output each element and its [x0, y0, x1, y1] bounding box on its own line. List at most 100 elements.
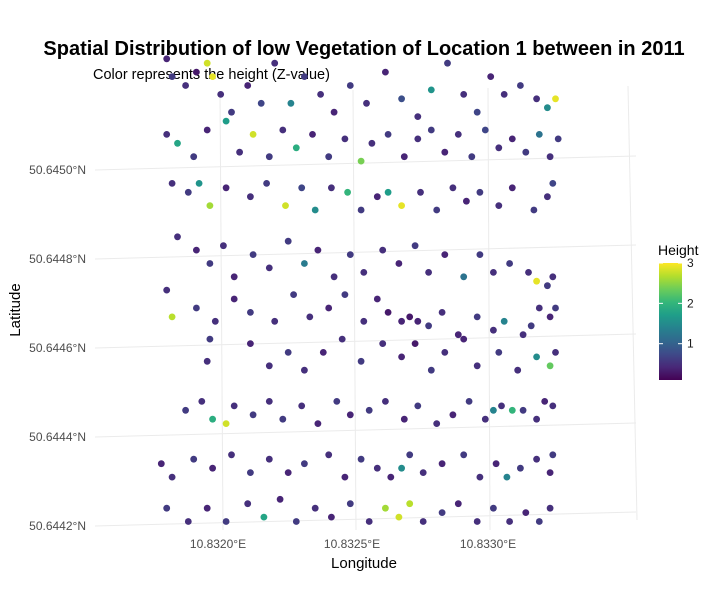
data-point: [508, 184, 516, 192]
data-point: [495, 202, 503, 210]
data-point: [535, 304, 543, 312]
data-point: [552, 95, 559, 103]
data-point: [309, 131, 316, 138]
data-point: [533, 455, 540, 463]
data-point: [222, 117, 230, 125]
data-point: [330, 273, 338, 281]
data-point: [365, 406, 373, 414]
data-point: [228, 108, 235, 116]
data-point: [163, 286, 171, 294]
data-point: [265, 153, 273, 161]
data-point: [282, 202, 289, 210]
data-point: [546, 153, 554, 161]
data-point: [206, 202, 214, 210]
data-point: [406, 451, 414, 459]
data-point: [211, 317, 219, 325]
data-point: [419, 518, 427, 525]
data-point: [433, 420, 441, 427]
data-point: [260, 513, 268, 521]
data-point: [544, 282, 551, 290]
gridline: [94, 333, 637, 349]
data-point: [549, 402, 557, 410]
data-point: [271, 59, 279, 67]
data-point: [203, 504, 211, 512]
data-point: [473, 518, 481, 525]
data-point: [368, 139, 376, 147]
data-point: [298, 184, 306, 192]
data-point: [209, 464, 217, 472]
data-point: [544, 104, 551, 112]
data-point: [247, 193, 254, 201]
data-point: [290, 291, 297, 298]
data-point: [460, 273, 468, 281]
data-point: [476, 251, 484, 258]
data-point: [468, 153, 476, 161]
data-point: [195, 180, 203, 187]
data-point: [506, 260, 513, 267]
data-point: [379, 246, 387, 254]
data-point: [473, 108, 481, 116]
data-point: [441, 349, 449, 356]
data-point: [284, 237, 292, 245]
data-point: [265, 264, 273, 272]
chart-title: Spatial Distribution of low Vegetation o…: [43, 38, 684, 60]
data-point: [228, 451, 235, 459]
data-point: [168, 313, 176, 321]
x-tick-label: 10.8325°E: [324, 537, 380, 551]
data-point: [265, 362, 273, 370]
data-point: [314, 420, 322, 427]
data-point: [230, 273, 238, 281]
data-point: [441, 251, 449, 258]
data-point: [382, 504, 389, 512]
data-point: [522, 509, 530, 516]
data-point: [193, 246, 200, 254]
data-point: [346, 500, 354, 508]
data-point: [384, 309, 392, 316]
data-point: [168, 180, 176, 187]
data-point: [357, 357, 365, 365]
data-point: [244, 82, 252, 89]
legend-title: Height: [658, 242, 699, 258]
data-point: [546, 313, 554, 321]
data-point: [481, 126, 489, 134]
gridlines: [94, 85, 638, 531]
data-point: [533, 353, 540, 361]
data-point: [438, 309, 446, 316]
data-point: [341, 291, 349, 298]
data-point: [193, 68, 200, 76]
data-point: [549, 273, 557, 281]
data-point: [301, 73, 308, 80]
data-point: [506, 518, 513, 525]
legend-tick-label: 1: [687, 337, 694, 351]
data-point: [549, 180, 557, 187]
data-point: [263, 180, 270, 187]
data-point: [198, 398, 206, 405]
data-point: [535, 518, 543, 525]
data-point: [236, 148, 244, 156]
data-point: [517, 82, 524, 89]
data-point: [395, 513, 403, 521]
data-point: [384, 131, 392, 138]
data-point: [168, 473, 176, 481]
data-point: [357, 455, 365, 463]
data-point: [203, 357, 211, 365]
data-point: [333, 398, 341, 405]
data-point: [357, 157, 365, 165]
y-tick-label: 50.6442°N: [29, 519, 86, 533]
data-point: [346, 411, 354, 419]
gridline: [487, 87, 491, 531]
y-tick-label: 50.6446°N: [29, 341, 86, 355]
data-point: [498, 402, 505, 410]
data-point: [287, 99, 295, 107]
data-point: [449, 411, 457, 419]
data-point: [387, 473, 395, 481]
data-point: [406, 313, 414, 321]
data-point: [414, 317, 422, 325]
data-point: [379, 340, 387, 347]
data-point: [414, 113, 422, 120]
data-point: [284, 349, 292, 356]
data-point: [533, 277, 540, 285]
gridline: [94, 244, 637, 260]
data-point: [182, 82, 190, 89]
